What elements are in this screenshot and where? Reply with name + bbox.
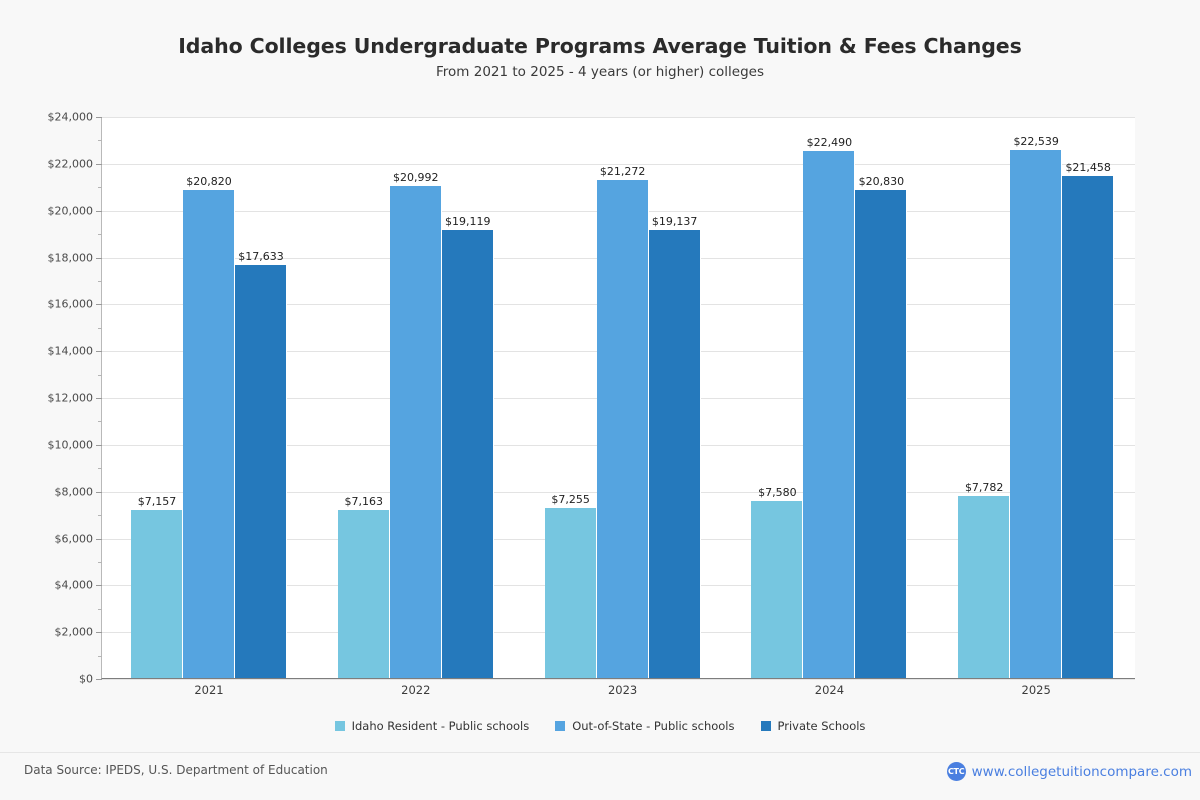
y-axis-tick-label: $8,000 (54, 485, 94, 499)
plot-area: $7,157 $20,820 $17,633 $7,163 $20,992 $19,119… (96, 117, 1135, 697)
y-tick-major (96, 585, 102, 587)
y-axis-tick-label: $20,000 (47, 204, 94, 218)
bar-value-label: $7,157 (137, 495, 177, 509)
y-tick-minor (98, 421, 102, 423)
bar[interactable] (441, 230, 494, 678)
y-tick-minor (98, 327, 102, 329)
y-tick-major (96, 538, 102, 540)
bar[interactable] (337, 510, 390, 678)
bar[interactable] (596, 179, 649, 678)
bar-value-label: $20,820 (186, 175, 232, 189)
watermark-link[interactable]: www.collegetuitioncompare.com (971, 763, 1192, 780)
bar[interactable] (958, 495, 1011, 678)
legend-item[interactable]: Out-of-State - Public schools (555, 719, 735, 733)
bar-value-label: $21,272 (599, 164, 646, 178)
y-tick-major (96, 444, 102, 446)
ctc-logo-icon: CTC (946, 762, 966, 781)
x-axis-tick-label: 2023 (607, 683, 638, 697)
legend-label: Out-of-State - Public schools (572, 719, 735, 733)
chart-legend: Idaho Resident - Public schools Out-of-St… (0, 719, 1200, 733)
bar[interactable] (131, 510, 183, 678)
y-axis-tick-label: $2,000 (54, 625, 94, 639)
bar[interactable] (183, 190, 235, 678)
x-axis-tick-label: 2022 (401, 683, 431, 697)
bar-value-label: $21,458 (1065, 160, 1111, 174)
y-tick-minor (98, 655, 102, 657)
bar-value-label: $19,119 (445, 215, 491, 229)
bar-value-label: $17,633 (238, 250, 284, 264)
y-tick-minor (98, 374, 102, 376)
page-subtitle: From 2021 to 2025 - 4 years (or higher) … (436, 64, 764, 80)
y-axis-tick-label: $24,000 (47, 110, 94, 124)
y-axis-tick-label: $16,000 (47, 297, 94, 311)
data-source-note: Data Source: IPEDS, U.S. Department of E… (24, 763, 328, 777)
bar[interactable] (751, 500, 804, 678)
y-tick-major (96, 163, 102, 165)
watermark[interactable]: CTC www.collegetuitioncompare.com (946, 762, 1192, 781)
y-tick-minor (98, 234, 102, 236)
y-tick-major (96, 351, 102, 353)
gridline (102, 679, 1135, 680)
bar-value-label: $22,539 (1013, 135, 1059, 149)
legend-label: Private Schools (777, 719, 866, 733)
bar-value-label: $22,490 (806, 136, 853, 150)
y-tick-major (96, 304, 102, 306)
footer-divider (0, 752, 1200, 753)
legend-label: Idaho Resident - Public schools (351, 719, 530, 733)
y-tick-minor (98, 187, 102, 189)
bar-value-label: $7,255 (551, 493, 590, 507)
y-axis-tick-label: $4,000 (54, 578, 94, 592)
y-axis-tick-label: $14,000 (47, 344, 94, 358)
bar[interactable] (389, 186, 442, 678)
y-tick-minor (98, 561, 102, 563)
y-tick-major (96, 210, 102, 212)
bar[interactable] (855, 190, 908, 678)
y-axis-tick-label: $6,000 (54, 532, 94, 545)
bar-value-label: $7,163 (344, 495, 384, 509)
y-tick-major (96, 257, 102, 259)
y-tick-minor (98, 140, 102, 142)
bar-value-label: $20,830 (858, 175, 905, 189)
y-tick-major (96, 679, 102, 680)
y-axis-tick-label: $10,000 (47, 438, 94, 452)
y-tick-major (96, 632, 102, 634)
gridline (102, 163, 1135, 165)
y-axis-tick-label: $22,000 (47, 157, 94, 171)
y-axis-tick-label: $0 (79, 672, 93, 686)
legend-item[interactable]: Private Schools (760, 719, 866, 733)
y-tick-minor (98, 608, 102, 610)
x-axis-tick-label: 2024 (814, 683, 845, 697)
bar[interactable] (1062, 175, 1115, 678)
page-title: Idaho Colleges Undergraduate Programs Av… (178, 34, 1022, 58)
y-tick-minor (98, 515, 102, 517)
y-tick-minor (98, 468, 102, 470)
y-tick-major (96, 117, 102, 118)
bar[interactable] (1010, 150, 1063, 678)
gridline (102, 117, 1135, 118)
legend-swatch-icon (555, 721, 566, 731)
y-axis-tick-label: $18,000 (47, 251, 94, 264)
bar[interactable] (544, 508, 597, 678)
y-axis-tick-label: $12,000 (47, 391, 94, 405)
bar[interactable] (648, 229, 701, 678)
y-tick-minor (98, 280, 102, 282)
y-tick-major (96, 491, 102, 493)
bar-value-label: $7,580 (758, 485, 797, 499)
bar-value-label: $19,137 (651, 214, 698, 228)
y-tick-major (96, 398, 102, 399)
x-axis-tick-label: 2021 (194, 683, 224, 697)
bar[interactable] (803, 151, 856, 678)
bar[interactable] (235, 265, 287, 678)
legend-swatch-icon (334, 721, 345, 731)
legend-item[interactable]: Idaho Resident - Public schools (334, 719, 530, 733)
legend-swatch-icon (760, 721, 771, 731)
bar-value-label: $7,782 (964, 480, 1004, 494)
x-axis-tick-label: 2025 (1021, 683, 1051, 697)
bar-value-label: $20,992 (393, 171, 439, 185)
